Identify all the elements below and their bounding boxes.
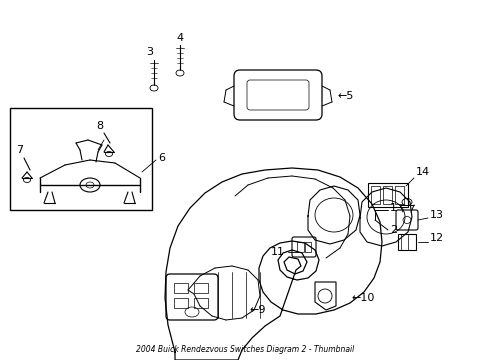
Text: 4: 4 <box>176 33 183 43</box>
Bar <box>382 186 391 204</box>
Bar <box>174 298 187 308</box>
Bar <box>370 186 379 204</box>
Text: 12: 12 <box>429 233 443 243</box>
Text: ←10: ←10 <box>351 293 375 303</box>
Text: 2: 2 <box>389 225 396 235</box>
Bar <box>194 298 207 308</box>
Text: 7: 7 <box>16 145 23 155</box>
Text: 2004 Buick Rendezvous Switches Diagram 2 - Thumbnail: 2004 Buick Rendezvous Switches Diagram 2… <box>136 346 353 355</box>
Bar <box>296 242 304 252</box>
Text: 8: 8 <box>96 121 103 131</box>
Text: ←9: ←9 <box>249 305 266 315</box>
Bar <box>305 242 310 252</box>
Bar <box>397 234 415 250</box>
Text: ←5: ←5 <box>337 91 354 101</box>
Bar <box>174 283 187 293</box>
Bar <box>194 283 207 293</box>
Text: 6: 6 <box>158 153 164 163</box>
Text: 13: 13 <box>429 210 443 220</box>
Text: 11: 11 <box>270 247 285 257</box>
Bar <box>10 108 152 210</box>
Text: 14: 14 <box>415 167 429 177</box>
Text: 3: 3 <box>146 47 153 57</box>
Bar <box>394 186 403 204</box>
Text: 1: 1 <box>389 203 396 213</box>
Bar <box>367 183 407 207</box>
